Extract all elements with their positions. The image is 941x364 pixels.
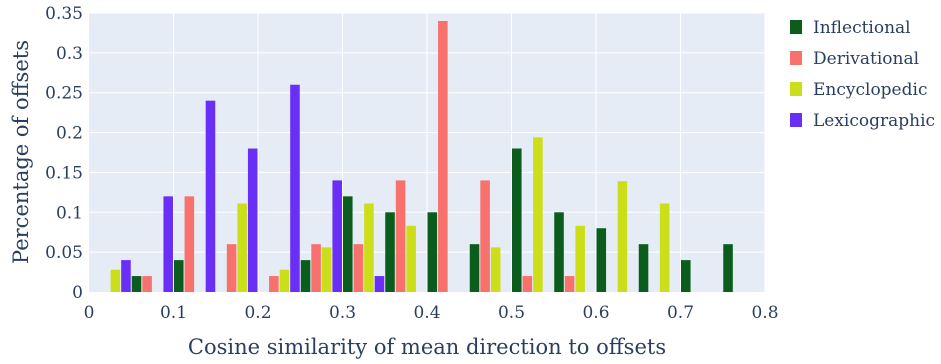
bar-inflectional[interactable]	[131, 276, 142, 292]
y-axis-title: Percentage of offsets	[9, 40, 33, 264]
x-tick-label: 0.7	[667, 303, 694, 323]
y-tick-label: 0.05	[45, 243, 83, 263]
bar-inflectional[interactable]	[343, 196, 353, 292]
legend-swatch-encyclopedic[interactable]	[790, 82, 802, 96]
bar-encyclopedic[interactable]	[617, 181, 628, 292]
bar-encyclopedic[interactable]	[490, 247, 501, 292]
bar-lexicographic[interactable]	[290, 84, 300, 292]
legend-label-encyclopedic[interactable]: Encyclopedic	[813, 80, 927, 100]
x-tick-label: 0.3	[329, 303, 356, 323]
bar-lexicographic[interactable]	[163, 196, 173, 292]
x-tick-label: 0.2	[244, 303, 271, 323]
bar-encyclopedic[interactable]	[279, 269, 290, 292]
x-tick-label: 0	[84, 303, 95, 323]
x-axis-title: Cosine similarity of mean direction to o…	[188, 335, 666, 359]
legend-label-inflectional[interactable]: Inflectional	[813, 18, 911, 38]
bar-encyclopedic[interactable]	[659, 203, 670, 292]
bar-inflectional[interactable]	[300, 260, 311, 292]
x-tick-label: 0.8	[751, 303, 778, 323]
bar-encyclopedic[interactable]	[364, 203, 374, 292]
legend[interactable]: Inflectional Derivational Encyclopedic Lexi…	[790, 18, 935, 131]
bar-encyclopedic[interactable]	[237, 203, 247, 292]
bar-lexicographic[interactable]	[121, 260, 131, 292]
y-tick-label: 0	[72, 283, 83, 303]
bar-derivational[interactable]	[522, 276, 533, 292]
bar-derivational[interactable]	[226, 244, 237, 292]
y-tick-label: 0.2	[56, 124, 83, 144]
bar-lexicographic[interactable]	[374, 276, 385, 292]
bar-lexicographic[interactable]	[332, 180, 342, 292]
x-tick-label: 0.6	[582, 303, 609, 323]
x-axis-ticks: 0 0.1 0.2 0.3 0.4 0.5 0.6 0.7 0.8	[84, 303, 779, 323]
bar-derivational[interactable]	[311, 244, 321, 292]
bar-inflectional[interactable]	[469, 244, 480, 292]
bar-inflectional[interactable]	[723, 244, 733, 292]
bar-encyclopedic[interactable]	[406, 225, 416, 292]
bar-derivational[interactable]	[184, 196, 195, 292]
legend-swatch-lexicographic[interactable]	[790, 113, 802, 127]
legend-label-derivational[interactable]: Derivational	[813, 49, 919, 69]
bar-derivational[interactable]	[438, 20, 448, 292]
bar-encyclopedic[interactable]	[533, 137, 543, 292]
y-tick-label: 0.3	[56, 44, 83, 64]
bar-encyclopedic[interactable]	[110, 269, 121, 292]
bar-lexicographic[interactable]	[205, 100, 216, 292]
bar-derivational[interactable]	[564, 276, 575, 292]
bar-derivational[interactable]	[142, 276, 152, 292]
bar-inflectional[interactable]	[638, 244, 649, 292]
grid-lines	[89, 12, 766, 292]
legend-swatch-derivational[interactable]	[790, 51, 802, 65]
legend-label-lexicographic[interactable]: Lexicographic	[813, 111, 935, 131]
bar-encyclopedic[interactable]	[321, 247, 332, 292]
bar-derivational[interactable]	[395, 180, 406, 292]
bar-inflectional[interactable]	[512, 148, 522, 292]
bar-inflectional[interactable]	[385, 212, 395, 292]
x-tick-label: 0.1	[160, 303, 187, 323]
x-tick-label: 0.4	[413, 303, 440, 323]
y-tick-label: 0.15	[45, 163, 83, 183]
y-axis-ticks: 0 0.05 0.1 0.15 0.2 0.25 0.3 0.35	[45, 4, 83, 303]
bar-derivational[interactable]	[480, 180, 490, 292]
bar-inflectional[interactable]	[596, 228, 607, 292]
bars-group	[110, 20, 733, 292]
bar-derivational[interactable]	[269, 276, 279, 292]
bar-encyclopedic[interactable]	[575, 225, 585, 292]
bar-inflectional[interactable]	[681, 260, 691, 292]
bar-lexicographic[interactable]	[247, 148, 258, 292]
bar-inflectional[interactable]	[427, 212, 438, 292]
y-tick-label: 0.1	[56, 203, 83, 223]
y-tick-label: 0.35	[45, 4, 83, 24]
x-tick-label: 0.5	[498, 303, 525, 323]
y-tick-label: 0.25	[45, 84, 83, 104]
bar-derivational[interactable]	[353, 244, 364, 292]
legend-swatch-inflectional[interactable]	[790, 20, 802, 34]
bar-inflectional[interactable]	[174, 260, 184, 292]
bar-inflectional[interactable]	[554, 212, 564, 292]
